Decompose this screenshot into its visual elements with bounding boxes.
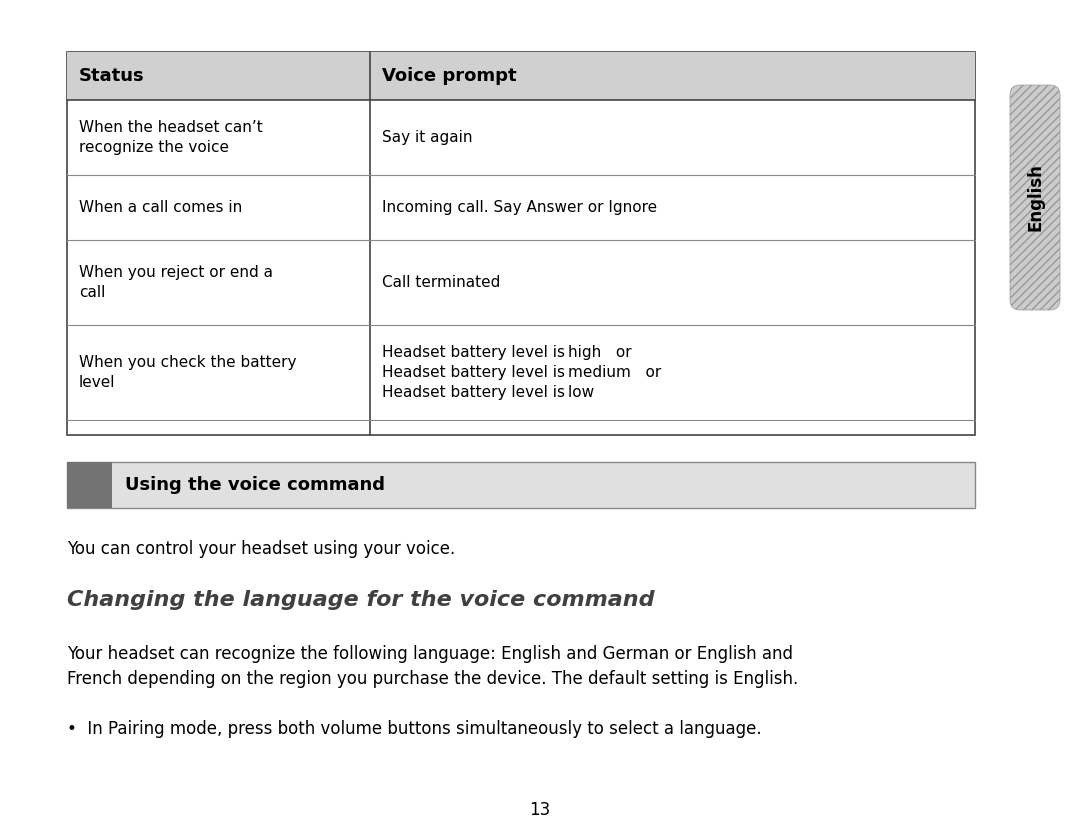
Text: Voice prompt: Voice prompt (382, 67, 516, 85)
Text: Say it again: Say it again (382, 130, 473, 145)
Text: English: English (1026, 164, 1044, 232)
Bar (67, 462, 112, 508)
FancyBboxPatch shape (1010, 85, 1059, 310)
Text: •  In Pairing mode, press both volume buttons simultaneously to select a languag: • In Pairing mode, press both volume but… (67, 720, 761, 738)
Text: When the headset can’t
recognize the voice: When the headset can’t recognize the voi… (79, 120, 262, 155)
Text: Status: Status (79, 67, 145, 85)
Text: Headset battery level is high   or
Headset battery level is medium   or
Headset : Headset battery level is high or Headset… (382, 345, 661, 400)
Text: Your headset can recognize the following language: English and German or English: Your headset can recognize the following… (67, 645, 798, 688)
Text: 13: 13 (529, 801, 551, 819)
Text: When you reject or end a
call: When you reject or end a call (79, 265, 273, 300)
Bar (67, 52, 975, 100)
Text: Incoming call. Say Answer or Ignore: Incoming call. Say Answer or Ignore (382, 200, 657, 215)
Bar (67, 52, 975, 435)
Bar (67, 462, 975, 508)
Text: Using the voice command: Using the voice command (125, 476, 384, 494)
Text: When a call comes in: When a call comes in (79, 200, 242, 215)
Text: Changing the language for the voice command: Changing the language for the voice comm… (67, 590, 654, 610)
Text: Call terminated: Call terminated (382, 275, 500, 290)
Text: When you check the battery
level: When you check the battery level (79, 355, 297, 390)
Text: You can control your headset using your voice.: You can control your headset using your … (67, 540, 456, 558)
